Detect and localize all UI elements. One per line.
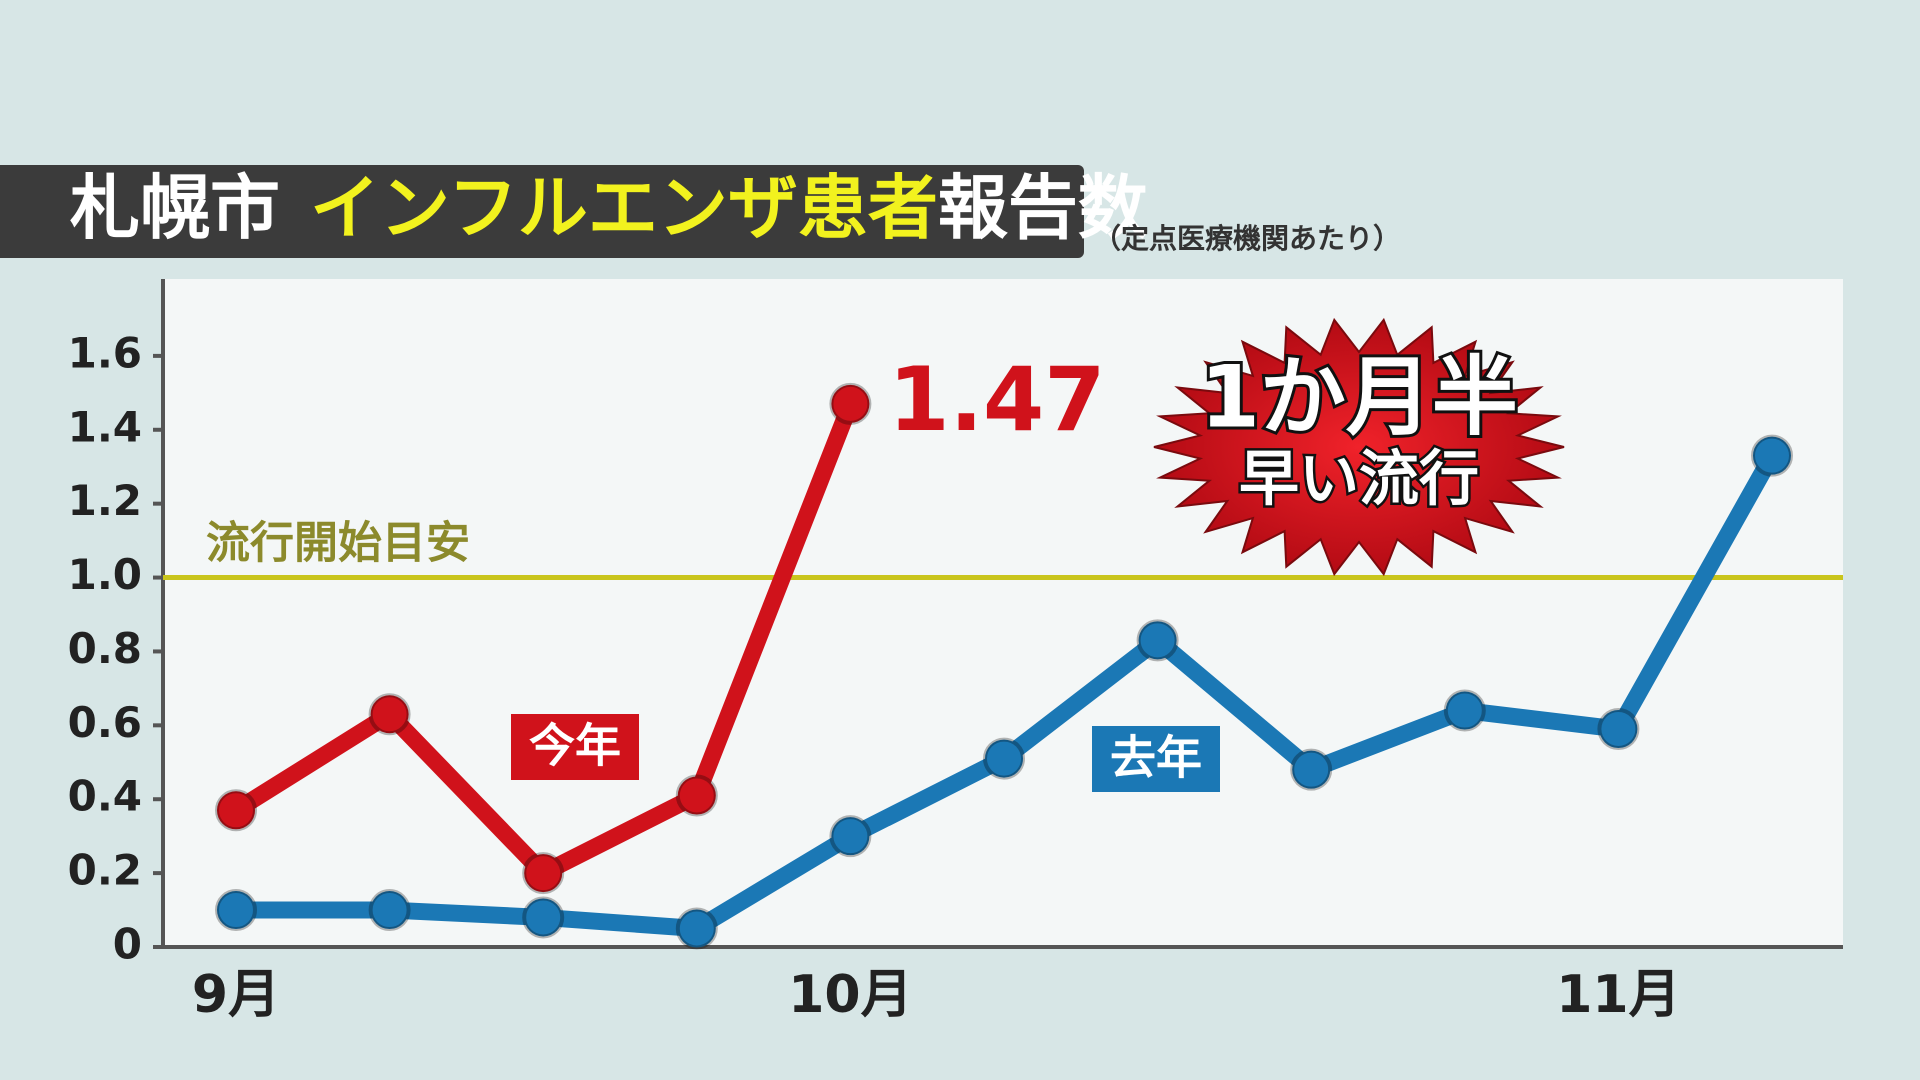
y-tick-label: 0.8	[68, 624, 142, 673]
data-point	[1290, 748, 1333, 791]
data-point	[983, 737, 1025, 780]
data-point	[829, 815, 872, 858]
title-bar	[0, 165, 1084, 258]
plot-area	[163, 279, 1843, 947]
x-tick-label: 10月	[788, 965, 912, 1025]
data-point	[368, 889, 411, 932]
y-tick-label: 1.6	[68, 328, 142, 377]
data-label: 1.47	[888, 348, 1105, 451]
threshold-label: 流行開始目安	[206, 518, 470, 569]
series-label: 去年	[1110, 731, 1202, 785]
data-point	[1597, 708, 1640, 751]
x-tick-label: 9月	[192, 965, 280, 1025]
x-tick-label: 11月	[1556, 965, 1680, 1025]
y-tick-label: 1.0	[68, 550, 142, 599]
data-point	[1136, 619, 1179, 662]
title-place: 札幌市	[70, 167, 280, 249]
data-point	[829, 382, 872, 425]
data-point	[368, 693, 411, 736]
series-label-box	[511, 714, 639, 780]
data-point	[675, 907, 718, 950]
y-tick-label: 1.4	[68, 402, 142, 451]
y-tick-label: 0.2	[68, 846, 142, 895]
title-subject: インフルエンザ患者	[310, 167, 938, 249]
y-tick-label: 1.2	[68, 476, 142, 525]
callout-burst	[1153, 317, 1565, 577]
chart-subtitle: （定点医療機関あたり）	[1093, 222, 1401, 255]
data-point	[522, 852, 565, 895]
y-tick-label: 0	[113, 920, 142, 969]
series-label: 今年	[529, 719, 621, 773]
data-point	[1751, 434, 1793, 477]
data-point	[215, 889, 257, 932]
series-label-box	[1092, 726, 1220, 792]
callout-text: 1か月半	[1200, 347, 1518, 447]
y-tick-label: 0.6	[68, 698, 142, 747]
data-point	[1443, 689, 1486, 732]
title-metric: 報告数	[938, 167, 1148, 249]
y-tick-label: 0.4	[68, 772, 142, 821]
callout-text: 早い流行	[1239, 445, 1479, 515]
chart-title: 札幌市 インフルエンザ患者報告数	[70, 167, 1148, 249]
data-point	[522, 896, 565, 939]
data-point	[675, 774, 718, 817]
data-point	[215, 789, 257, 832]
